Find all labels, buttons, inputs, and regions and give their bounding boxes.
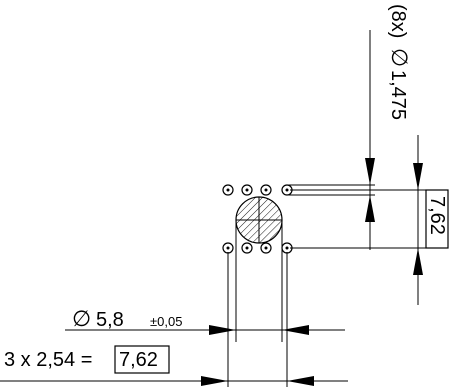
pitch-total-value: 7,62 — [119, 349, 158, 371]
hole-diameter-dimension: (8x) ∅ 1,475 — [287, 4, 412, 250]
vertical-spacing-value: 7,62 — [426, 196, 448, 235]
body-diameter-tolerance: ±0,05 — [150, 314, 182, 329]
pin-hole — [260, 184, 272, 196]
vertical-spacing-dimension: 7,62 — [290, 135, 449, 305]
component-footprint — [222, 184, 293, 254]
pitch-dimension: 3 x 2,54 = 7,62 — [0, 252, 348, 387]
vertical-spacing-box — [425, 189, 449, 249]
body-diameter-symbol: ∅ — [72, 306, 91, 331]
pin-hole — [222, 184, 234, 196]
pin-hole — [260, 242, 272, 254]
hole-count-note: (8x) — [387, 4, 409, 38]
pin-hole — [241, 184, 253, 196]
pitch-total-box — [114, 345, 170, 374]
body-diameter-value: 5,8 — [96, 309, 124, 331]
body-diameter-dimension: ∅ 5,8 ±0,05 — [65, 222, 345, 342]
body-circle — [235, 196, 283, 244]
hole-diameter-value: 1,475 — [387, 70, 409, 120]
pin-holes — [222, 184, 293, 254]
hole-diameter-symbol: ∅ — [387, 48, 412, 67]
pin-hole — [241, 242, 253, 254]
pin-hole — [222, 242, 234, 254]
pitch-formula: 3 x 2,54 = — [4, 349, 92, 371]
